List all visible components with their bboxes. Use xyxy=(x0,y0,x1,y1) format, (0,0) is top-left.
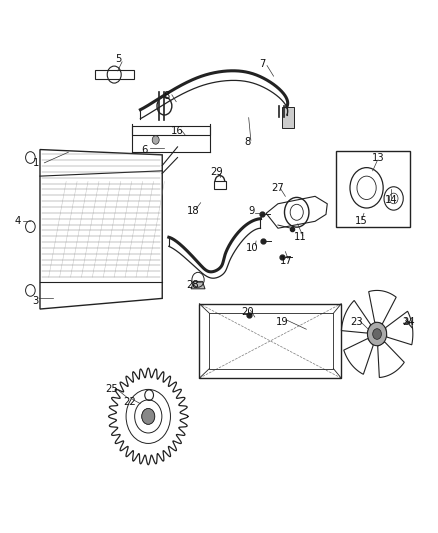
Text: 6: 6 xyxy=(141,144,148,155)
Text: 25: 25 xyxy=(106,384,118,394)
Text: 19: 19 xyxy=(276,317,289,327)
Text: 14: 14 xyxy=(385,195,398,205)
Text: 9: 9 xyxy=(248,206,255,216)
Text: 18: 18 xyxy=(187,206,199,216)
Text: 8: 8 xyxy=(244,136,251,147)
Circle shape xyxy=(142,409,155,424)
Text: 1: 1 xyxy=(32,158,39,168)
Text: 13: 13 xyxy=(372,152,385,163)
Text: 4: 4 xyxy=(15,216,21,227)
Text: 23: 23 xyxy=(350,317,363,327)
Polygon shape xyxy=(191,281,205,289)
Text: 11: 11 xyxy=(293,232,306,243)
Text: 16: 16 xyxy=(171,126,184,136)
Text: 15: 15 xyxy=(354,216,367,227)
Circle shape xyxy=(367,322,387,346)
Text: 28: 28 xyxy=(187,280,199,290)
Circle shape xyxy=(152,136,159,144)
Text: 3: 3 xyxy=(32,296,39,306)
Circle shape xyxy=(373,329,381,340)
Text: 27: 27 xyxy=(272,183,284,193)
Text: 29: 29 xyxy=(210,167,223,177)
Polygon shape xyxy=(283,107,294,128)
Text: 7: 7 xyxy=(259,60,266,69)
Text: 10: 10 xyxy=(245,243,258,253)
Text: 17: 17 xyxy=(280,256,293,266)
Text: 20: 20 xyxy=(241,306,254,317)
Text: 5: 5 xyxy=(115,54,122,64)
Text: 22: 22 xyxy=(123,397,136,407)
Text: 8: 8 xyxy=(163,91,170,101)
Text: 24: 24 xyxy=(403,317,415,327)
